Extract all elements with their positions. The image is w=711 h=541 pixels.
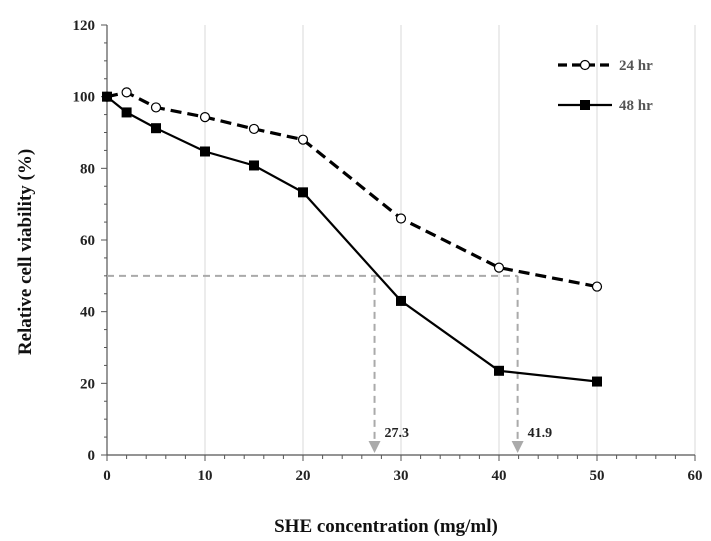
x-axis-title: SHE concentration (mg/ml)	[274, 516, 498, 537]
legend-item: 48 hr	[558, 98, 653, 114]
series-line	[106, 90, 598, 289]
x-tick-label: 60	[688, 468, 703, 484]
data-point	[395, 213, 407, 224]
x-tick-label: 40	[492, 468, 507, 484]
data-point	[297, 134, 309, 145]
y-tick-label: 40	[80, 305, 95, 321]
tick-labels: 0 20 40 60 80 100 120 0 10 20 30 40 50 60	[73, 18, 703, 484]
x-tick-label: 0	[103, 468, 111, 484]
legend-marker	[580, 100, 590, 110]
series-48-hr	[102, 91, 602, 387]
y-tick-label: 120	[73, 18, 96, 34]
series-line	[106, 95, 598, 383]
y-tick-label: 100	[73, 90, 96, 106]
data-point	[121, 87, 132, 98]
x-tick-label: 10	[198, 468, 213, 484]
series-24-hr	[101, 87, 603, 292]
data-point	[199, 111, 211, 123]
y-tick-label: 20	[80, 376, 95, 392]
legend-label: 48 hr	[619, 98, 653, 114]
legend-item: 24 hr	[558, 58, 653, 74]
annotations: 27.3 41.9	[107, 274, 553, 453]
grid-lines	[204, 25, 696, 455]
ic50-label: 27.3	[385, 426, 410, 441]
y-tick-label: 80	[80, 161, 95, 177]
x-tick-label: 30	[394, 468, 409, 484]
y-tick-label: 60	[80, 233, 95, 249]
data-point	[200, 146, 210, 157]
data-point	[494, 365, 504, 376]
legend: 24 hr 48 hr	[558, 58, 653, 114]
data-point	[102, 91, 112, 102]
data-point	[591, 281, 603, 292]
data-point	[121, 107, 132, 118]
data-point	[592, 376, 602, 387]
ic50-label: 41.9	[528, 426, 553, 441]
data-series	[101, 87, 603, 387]
data-point	[248, 123, 260, 135]
axes	[101, 24, 696, 461]
data-point	[150, 102, 162, 113]
data-point	[493, 262, 505, 273]
x-tick-label: 50	[590, 468, 605, 484]
data-point	[298, 187, 308, 198]
drop-arrow	[511, 441, 524, 453]
drop-arrow	[368, 441, 381, 453]
legend-label: 24 hr	[619, 58, 653, 74]
legend-marker	[579, 59, 591, 71]
x-tick-label: 20	[296, 468, 311, 484]
data-point	[151, 123, 161, 134]
data-point	[249, 160, 259, 171]
y-tick-label: 0	[88, 448, 96, 464]
y-axis-title: Relative cell viability (%)	[15, 149, 36, 355]
data-point	[396, 295, 406, 306]
